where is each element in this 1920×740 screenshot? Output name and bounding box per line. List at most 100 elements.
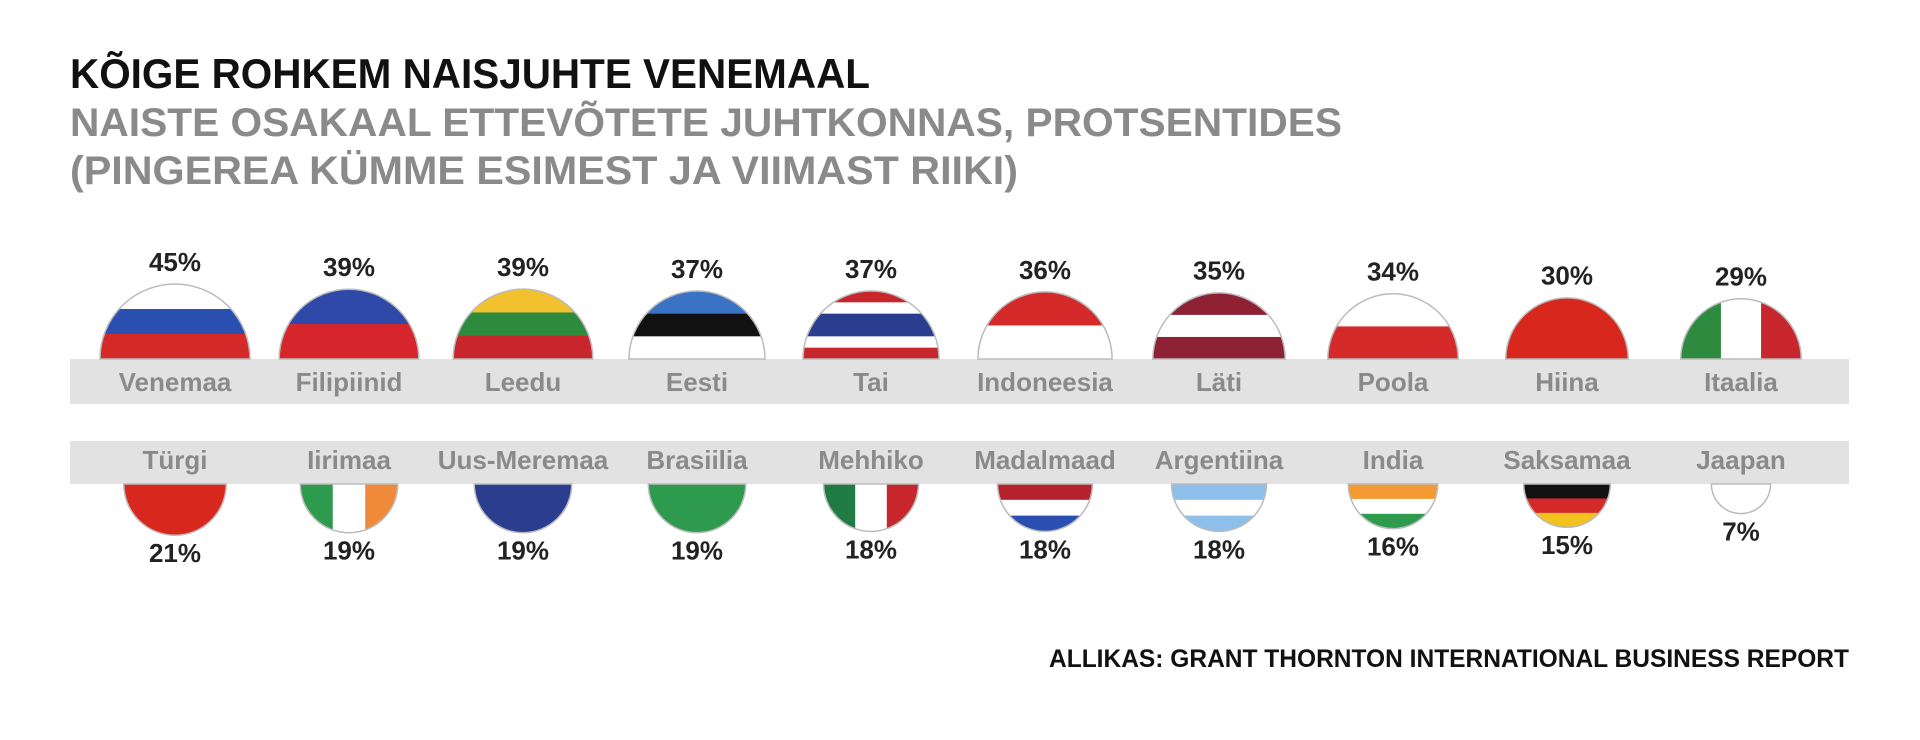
- value-label: 19%: [671, 536, 723, 566]
- category-label: Hiina: [1535, 367, 1599, 397]
- flag-stripe: [802, 324, 940, 337]
- flag-stripe: [100, 309, 250, 335]
- flag-stripe: [1348, 484, 1438, 500]
- value-label: 35%: [1193, 256, 1245, 286]
- flag-stripe: [1523, 498, 1611, 514]
- flag-stripe: [1720, 298, 1762, 359]
- semicircle: [822, 483, 920, 533]
- category-label: Indoneesia: [977, 367, 1113, 397]
- flag-stripe: [1327, 326, 1459, 359]
- flag-stripe: [1171, 499, 1267, 517]
- flag: [474, 484, 572, 533]
- value-label: 21%: [149, 538, 201, 568]
- value-label: 37%: [671, 254, 723, 284]
- category-label: Uus-Meremaa: [438, 445, 609, 475]
- flag-stripe: [802, 313, 940, 326]
- category-label: Iirimaa: [307, 445, 391, 475]
- semicircle: [123, 483, 227, 536]
- semicircle: [1522, 483, 1612, 528]
- flag-stripe: [332, 484, 366, 533]
- value-label: 39%: [323, 252, 375, 282]
- category-label: Mehhiko: [818, 445, 923, 475]
- flag-stripe: [453, 335, 593, 359]
- value-label: 15%: [1541, 530, 1593, 560]
- flag: [123, 484, 227, 536]
- flag-stripe: [123, 484, 227, 536]
- flag: [100, 284, 250, 359]
- flag: [1711, 484, 1771, 514]
- value-label: 37%: [845, 254, 897, 284]
- flag: [648, 484, 746, 533]
- category-label: Filipiinid: [296, 367, 403, 397]
- flag: [977, 291, 1113, 359]
- semicircle: [996, 483, 1094, 532]
- category-label: Madalmaad: [974, 445, 1116, 475]
- flag-stripe: [977, 291, 1113, 326]
- value-label: 45%: [149, 247, 201, 277]
- semicircle: [977, 291, 1113, 360]
- semicircle: [1152, 292, 1286, 360]
- flag: [279, 289, 419, 359]
- flag-stripe: [453, 312, 593, 337]
- flag-stripe: [628, 313, 766, 337]
- flag-stripe: [802, 347, 940, 359]
- semicircle: [1327, 293, 1459, 360]
- flag-stripe: [628, 336, 766, 359]
- flag-stripe: [977, 325, 1113, 359]
- flag: [628, 291, 766, 359]
- semicircle: [647, 483, 747, 534]
- flag: [1523, 484, 1611, 528]
- category-label: Argentiina: [1155, 445, 1284, 475]
- semicircle: [1170, 483, 1268, 532]
- category-label: Brasiilia: [646, 445, 748, 475]
- flag: [802, 291, 940, 359]
- flag-stripe: [474, 484, 572, 533]
- category-label: Poola: [1358, 367, 1429, 397]
- flag-stripe: [802, 291, 940, 303]
- category-label: Venemaa: [119, 367, 232, 397]
- chart-title: KÕIGE ROHKEM NAISJUHTE VENEMAAL: [70, 49, 870, 97]
- flag-stripe: [997, 499, 1093, 517]
- value-label: 18%: [845, 534, 897, 564]
- semicircle: [99, 283, 251, 360]
- source: ALLIKAS: GRANT THORNTON INTERNATIONAL BU…: [1049, 645, 1849, 673]
- flag-stripe: [1505, 297, 1629, 359]
- category-label: Läti: [1196, 367, 1242, 397]
- band: [70, 359, 1849, 404]
- flag-stripe: [855, 484, 888, 532]
- flag-stripe: [279, 289, 419, 325]
- semicircle: [1710, 483, 1772, 515]
- subtitle: (PINGEREA KÜMME ESIMEST JA VIIMAST RIIKI…: [70, 148, 1018, 193]
- category-label: Saksamaa: [1503, 445, 1631, 475]
- category-label: India: [1363, 445, 1424, 475]
- flag-stripe: [1327, 293, 1459, 327]
- category-label: Türgi: [143, 445, 208, 475]
- flag-stripe: [1348, 498, 1438, 515]
- semicircle: [473, 483, 573, 534]
- subtitle: NAISTE OSAKAAL ETTEVÕTETE JUHTKONNAS, PR…: [70, 99, 1342, 145]
- semicircle: [452, 288, 594, 360]
- semicircle: [1680, 298, 1802, 360]
- value-label: 34%: [1367, 257, 1419, 287]
- flag: [1505, 297, 1629, 359]
- value-label: 18%: [1019, 534, 1071, 564]
- flag-stripe: [802, 336, 940, 349]
- value-label: 19%: [323, 536, 375, 566]
- semicircle: [1347, 483, 1439, 530]
- flag: [997, 484, 1093, 532]
- flag-stripe: [1523, 484, 1611, 499]
- flag: [1152, 292, 1286, 359]
- value-label: 30%: [1541, 261, 1593, 291]
- flag-stripe: [1152, 314, 1286, 338]
- value-label: 16%: [1367, 532, 1419, 562]
- flag-stripe: [802, 302, 940, 315]
- flag-stripe: [648, 484, 746, 533]
- value-label: 7%: [1722, 516, 1760, 546]
- flag-stripe: [997, 484, 1093, 501]
- value-label: 36%: [1019, 255, 1071, 285]
- semicircle: [299, 483, 399, 534]
- category-label: Eesti: [666, 367, 728, 397]
- category-label: Leedu: [485, 367, 562, 397]
- flag-stripe: [1152, 336, 1286, 359]
- flag-stripe: [1711, 484, 1771, 514]
